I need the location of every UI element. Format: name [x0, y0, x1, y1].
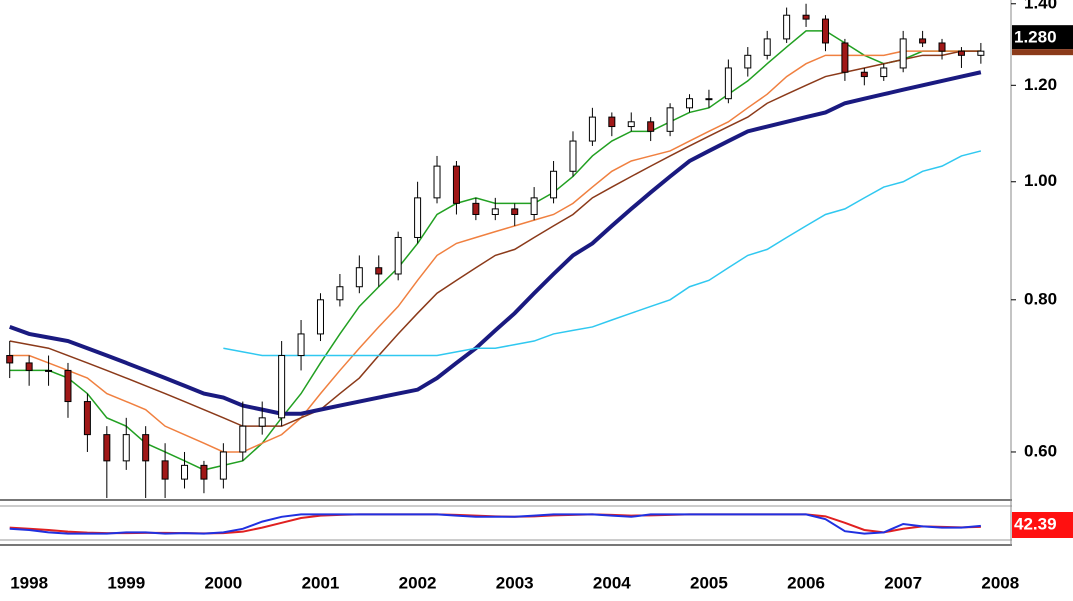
candle-body: [103, 434, 111, 462]
candle-body: [957, 50, 965, 56]
y-tick-label: 1.00: [1024, 171, 1057, 190]
candle-body: [316, 299, 324, 335]
moving-average: [9, 50, 981, 427]
candle-body: [239, 425, 247, 453]
candle-body: [588, 116, 596, 142]
price-tag-strip: [1012, 49, 1073, 56]
x-tick-label: 2003: [496, 573, 534, 592]
candle-body: [258, 417, 266, 427]
candle-body: [414, 197, 422, 238]
x-tick-label: 2008: [981, 573, 1019, 592]
candle-body: [919, 38, 927, 44]
candle-body: [25, 362, 33, 371]
x-tick-label: 2001: [302, 573, 340, 592]
candle-body: [666, 107, 674, 132]
candle-body: [491, 208, 499, 215]
candle-body: [142, 434, 150, 462]
candle-body: [472, 202, 480, 215]
candle-body: [355, 267, 363, 288]
candle-body: [122, 434, 130, 462]
candle-body: [647, 121, 655, 132]
candle-body: [608, 116, 616, 128]
x-tick-label: 2006: [787, 573, 825, 592]
oscillator-line: [9, 513, 981, 535]
candle-body: [336, 286, 344, 301]
candle-body: [64, 369, 72, 403]
x-tick-label: 1999: [107, 573, 145, 592]
candle-body: [977, 50, 985, 56]
candle-body: [802, 14, 810, 20]
candle-body: [763, 38, 771, 56]
candle-body: [880, 67, 888, 78]
candle-body: [200, 464, 208, 480]
candle-body: [161, 460, 169, 480]
candle-body: [686, 98, 694, 109]
moving-average: [9, 70, 982, 416]
candle-body: [744, 54, 752, 69]
candle-body: [530, 197, 538, 215]
candle-body: [433, 165, 441, 199]
y-tick-label: 0.80: [1024, 289, 1057, 308]
x-tick-label: 2002: [399, 573, 437, 592]
y-tick-label: 1.40: [1024, 0, 1057, 12]
price-tag-bg: [1012, 25, 1073, 50]
candle-body: [724, 67, 732, 100]
candle-body: [705, 98, 713, 101]
candle-body: [45, 369, 53, 372]
candle-body: [511, 208, 519, 215]
candle-body: [938, 42, 946, 52]
candle-body: [278, 355, 286, 419]
candle-body: [841, 42, 849, 73]
oscillator-tag-bg: [1012, 512, 1073, 538]
candle-body: [550, 170, 558, 199]
candle-body: [6, 355, 14, 364]
x-tick-label: 2000: [204, 573, 242, 592]
candle-body: [569, 140, 577, 172]
candle-body: [297, 333, 305, 357]
candle-body: [181, 464, 189, 480]
x-tick-label: 2004: [593, 573, 631, 592]
candle-body: [627, 121, 635, 128]
candle-body: [394, 236, 402, 275]
candle-body: [899, 38, 907, 69]
y-tick-label: 0.60: [1024, 441, 1057, 460]
moving-average: [9, 50, 981, 453]
candle-body: [860, 71, 868, 78]
y-tick-label: 1.20: [1024, 75, 1057, 94]
candle-body: [83, 401, 91, 436]
x-tick-label: 2005: [690, 573, 728, 592]
candle-body: [783, 14, 791, 40]
oscillator-tag: 42.39: [1014, 514, 1057, 533]
x-tick-label: 1998: [10, 573, 48, 592]
candle-body: [219, 451, 227, 480]
candle-body: [821, 18, 829, 44]
candle-body: [452, 165, 460, 204]
price-tag: 1.280: [1014, 28, 1057, 47]
candle-body: [375, 267, 383, 275]
moving-average: [223, 150, 982, 357]
x-tick-label: 2007: [884, 573, 922, 592]
